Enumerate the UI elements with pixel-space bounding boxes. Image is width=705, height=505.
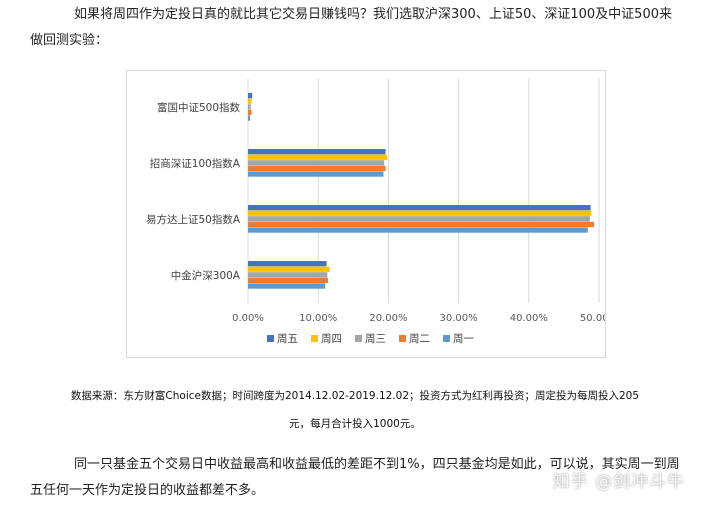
bar [248, 216, 590, 222]
bar [248, 205, 591, 211]
bar [248, 227, 588, 233]
bar-chart: 0.00% 10.00% 20.00% 30.00% 40.00% 50.00% 富国中证5… [146, 79, 618, 345]
bar [248, 283, 326, 289]
bar [248, 261, 327, 267]
bar [248, 93, 253, 99]
watermark: 知乎 @剑冲斗牛 [552, 472, 685, 492]
conclusion-paragraph: 同一只基金五个交易日中收益最高和收益最低的差距不到1%，四只基金均是如此，可以说… [30, 457, 680, 498]
bar [248, 165, 386, 172]
x-tick-label: 40.00% [510, 313, 548, 324]
legend-swatch [355, 335, 362, 342]
bar [248, 221, 595, 228]
data-source-line-1: 数据来源：东方财富Choice数据；时间跨度为2014.12.02-2019.1… [70, 390, 640, 402]
bar [248, 160, 385, 166]
intro-paragraph: 如果将周四作为定投日真的就比其它交易日赚钱吗？我们选取沪深300、上证50、深证… [30, 7, 672, 48]
y-category-label: 中金沪深300A [171, 269, 241, 282]
bar [248, 171, 384, 177]
bar [248, 266, 330, 272]
legend-label: 周四 [321, 333, 342, 345]
legend-swatch [399, 335, 406, 342]
bar [248, 115, 251, 121]
bar [248, 98, 252, 104]
legend-label: 周三 [365, 333, 386, 345]
legend-label: 周一 [453, 333, 474, 345]
legend-swatch [311, 335, 318, 342]
legend-label: 周五 [277, 333, 298, 345]
bar [248, 277, 329, 284]
x-tick-label: 30.00% [440, 313, 478, 324]
y-category-label: 易方达上证50指数A [146, 213, 241, 226]
legend-swatch [443, 335, 450, 342]
chart-frame: 0.00% 10.00% 20.00% 30.00% 40.00% 50.00% 富国中证5… [126, 70, 618, 358]
x-tick-label: 10.00% [299, 313, 337, 324]
data-source-line-2: 元，每月合计投入1000元。 [289, 418, 421, 430]
bar [248, 149, 386, 155]
bar [248, 104, 251, 110]
legend-label: 周二 [409, 333, 430, 345]
bar [248, 272, 328, 278]
bar [248, 154, 387, 160]
x-tick-label: 0.00% [232, 313, 264, 324]
y-category-label: 富国中证500指数 [157, 101, 241, 114]
x-tick-label: 20.00% [369, 313, 407, 324]
x-tick-label: 50.00% [580, 313, 605, 324]
bar [248, 210, 592, 216]
legend-swatch [267, 335, 274, 342]
y-category-label: 招商深证100指数A [150, 157, 241, 170]
bar [248, 109, 252, 116]
